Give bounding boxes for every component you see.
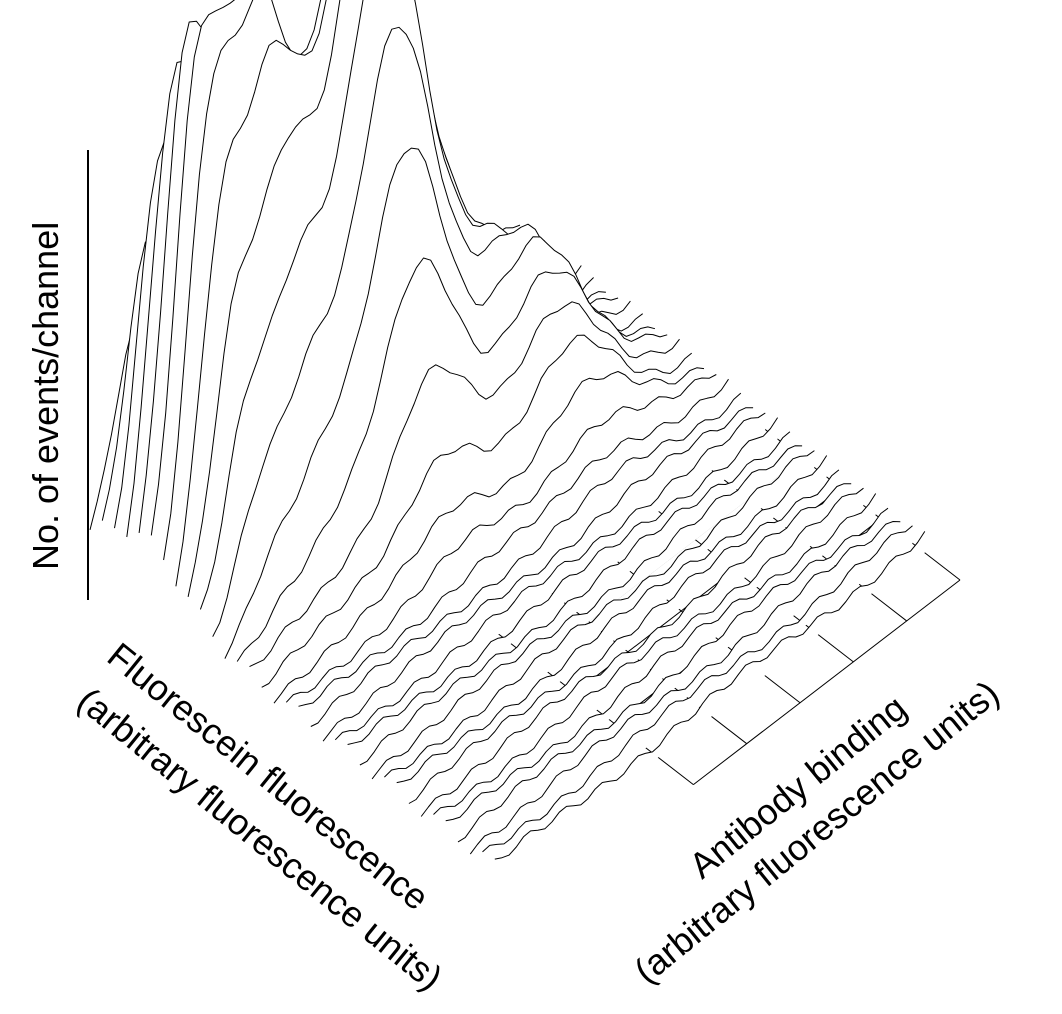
surface-row-fill bbox=[494, 531, 925, 883]
surface-row-fill bbox=[396, 455, 827, 807]
surface-row-trace bbox=[298, 378, 729, 707]
surface-row-trace bbox=[359, 431, 791, 766]
surface-row-trace bbox=[469, 521, 901, 855]
surface-row-fill bbox=[323, 407, 754, 751]
floor-grid-line bbox=[693, 579, 961, 785]
surface-row-fill bbox=[384, 450, 815, 798]
surface-row-trace bbox=[273, 367, 705, 704]
surface-row-trace bbox=[445, 493, 877, 822]
surface-row-fill bbox=[359, 431, 790, 779]
surface-row-trace bbox=[236, 257, 668, 662]
surface-row-fill bbox=[372, 445, 803, 788]
surface-row-fill bbox=[310, 393, 741, 741]
surface-row-trace bbox=[285, 374, 717, 703]
surface-row-trace bbox=[396, 455, 828, 784]
y-axis-label-line2: (arbitrary fluorescence units) bbox=[626, 672, 1006, 991]
surface-row-trace bbox=[433, 487, 864, 815]
surface-row-fill bbox=[458, 508, 888, 855]
surface-row-trace bbox=[334, 412, 766, 741]
surface-row-trace bbox=[494, 531, 926, 860]
surface-row-trace bbox=[249, 301, 680, 668]
surface-row-trace bbox=[310, 392, 742, 727]
surface-row-trace bbox=[347, 417, 779, 745]
surface-row-fill bbox=[421, 483, 852, 826]
surface-traces bbox=[89, 0, 926, 883]
surface-row-fill bbox=[470, 521, 901, 864]
surface-row-trace bbox=[371, 445, 803, 780]
surface-row-trace bbox=[322, 407, 754, 742]
surface-row-trace bbox=[408, 469, 840, 804]
surface-row-trace bbox=[457, 507, 889, 843]
surface-row-trace bbox=[261, 334, 693, 688]
surface-row-trace bbox=[420, 483, 852, 817]
surface-row-trace bbox=[482, 525, 913, 853]
z-axis-label: No. of events/channel bbox=[25, 222, 66, 570]
surface-row-trace bbox=[384, 450, 815, 778]
surface-row-fill bbox=[335, 413, 766, 760]
surface-row-fill bbox=[482, 525, 913, 874]
surface-row-fill bbox=[433, 488, 864, 836]
surface-row-fill bbox=[347, 417, 778, 770]
surface-row-fill bbox=[408, 469, 839, 817]
